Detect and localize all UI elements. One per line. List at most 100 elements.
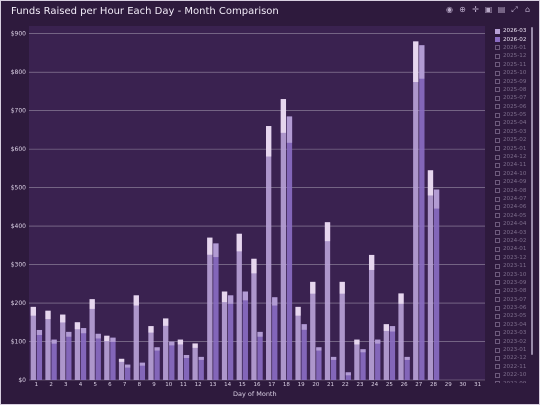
legend-label: 2025-04 — [503, 120, 527, 127]
legend-item[interactable]: 2025-03 — [495, 128, 535, 136]
bar-2026-02 — [375, 339, 381, 380]
legend-item[interactable]: 2024-09 — [495, 178, 535, 186]
legend-item[interactable]: 2022-09 — [495, 379, 535, 383]
legend-swatch — [495, 339, 500, 345]
bar-2026-03-top — [177, 339, 184, 345]
reset-icon[interactable]: ⌂ — [524, 5, 531, 14]
x-tick-label: 2 — [49, 382, 53, 388]
legend-item[interactable]: 2025-08 — [495, 86, 535, 94]
bar-2026-02 — [139, 362, 146, 380]
legend-swatch — [495, 238, 500, 244]
legend-label: 2023-09 — [503, 279, 527, 286]
pan-icon[interactable]: ✛ — [472, 5, 479, 14]
legend-label: 2024-11 — [503, 162, 527, 169]
x-tick-label: 12 — [195, 382, 202, 388]
legend-item[interactable]: 2025-10 — [495, 69, 535, 77]
legend-item[interactable]: 2025-12 — [495, 52, 535, 60]
legend-item[interactable]: 2023-02 — [495, 337, 535, 345]
legend[interactable]: 2026-03 2026-02 2026-01 2025-12 2025-11 2025-… — [495, 27, 535, 383]
legend-swatch — [495, 45, 500, 51]
legend-item[interactable]: 2026-01 — [495, 44, 535, 52]
x-tick-label: 30 — [459, 382, 466, 388]
legend-item[interactable]: 2023-12 — [495, 254, 535, 262]
legend-item[interactable]: 2024-03 — [495, 228, 535, 236]
x-tick-label: 17 — [268, 382, 275, 388]
legend-swatch — [495, 162, 500, 168]
legend-swatch — [495, 95, 500, 101]
modebar[interactable]: ◉ ⊕ ✛ ▣ ▤ ⤢ ⌂ — [445, 5, 532, 17]
legend-item[interactable]: 2023-06 — [495, 304, 535, 312]
x-tick-label: 13 — [209, 382, 216, 388]
legend-item[interactable]: 2022-12 — [495, 354, 535, 362]
legend-swatch — [495, 154, 500, 160]
legend-item[interactable]: 2025-05 — [495, 111, 535, 119]
legend-item[interactable]: 2026-03 — [495, 27, 535, 35]
legend-item[interactable]: 2025-06 — [495, 103, 535, 111]
bar-2026-03 — [383, 324, 389, 380]
legend-label: 2024-06 — [503, 204, 527, 211]
legend-item[interactable]: 2025-11 — [495, 61, 535, 69]
legend-item[interactable]: 2025-09 — [495, 77, 535, 85]
x-tick-label: 25 — [386, 382, 393, 388]
legend-swatch — [495, 313, 500, 319]
autoscale-icon[interactable]: ⤢ — [511, 5, 518, 14]
legend-item[interactable]: 2023-05 — [495, 312, 535, 320]
legend-label: 2025-06 — [503, 103, 527, 110]
bar-2026-03-top — [236, 233, 242, 252]
bar-2026-02-top — [169, 341, 175, 346]
legend-item[interactable]: 2023-11 — [495, 262, 535, 270]
legend-item[interactable]: 2023-01 — [495, 346, 535, 354]
zoom-icon[interactable]: ⊕ — [459, 5, 466, 14]
legend-label: 2023-07 — [503, 296, 527, 303]
zoom-in-icon[interactable]: ▣ — [484, 5, 493, 14]
legend-swatch — [495, 372, 500, 378]
legend-item[interactable]: 2024-10 — [495, 170, 535, 178]
bar-2026-02 — [66, 331, 72, 380]
zoom-out-icon[interactable]: ▤ — [497, 5, 506, 14]
legend-item[interactable]: 2025-02 — [495, 136, 535, 144]
legend-label: 2025-07 — [503, 95, 527, 102]
legend-scrollbar[interactable] — [531, 27, 533, 355]
bar-2026-02-top — [316, 347, 322, 351]
legend-item[interactable]: 2024-04 — [495, 220, 535, 228]
bar-2026-03 — [266, 126, 272, 380]
y-tick-label: $700 — [11, 108, 26, 115]
legend-item[interactable]: 2022-10 — [495, 371, 535, 379]
bar-2026-02 — [419, 45, 425, 380]
legend-item[interactable]: 2023-07 — [495, 296, 535, 304]
legend-item[interactable]: 2024-11 — [495, 161, 535, 169]
legend-item[interactable]: 2022-11 — [495, 363, 535, 371]
legend-item[interactable]: 2023-08 — [495, 287, 535, 295]
legend-item[interactable]: 2025-01 — [495, 144, 535, 152]
legend-item[interactable]: 2023-04 — [495, 321, 535, 329]
legend-item[interactable]: 2024-02 — [495, 237, 535, 245]
bar-2026-02-top — [66, 331, 72, 337]
legend-item[interactable]: 2026-02 — [495, 35, 535, 43]
legend-item[interactable]: 2024-08 — [495, 186, 535, 194]
legend-label: 2023-05 — [503, 313, 527, 320]
legend-item[interactable]: 2024-12 — [495, 153, 535, 161]
legend-swatch — [495, 129, 500, 135]
legend-item[interactable]: 2025-07 — [495, 94, 535, 102]
legend-swatch — [495, 37, 500, 43]
legend-swatch — [495, 188, 500, 194]
legend-item[interactable]: 2024-07 — [495, 195, 535, 203]
bar-2026-03 — [30, 306, 36, 380]
bar-2026-03-top — [60, 314, 66, 323]
legend-item[interactable]: 2023-10 — [495, 270, 535, 278]
legend-swatch — [495, 28, 500, 34]
legend-item[interactable]: 2023-09 — [495, 279, 535, 287]
legend-item[interactable]: 2024-01 — [495, 245, 535, 253]
bar-2026-02 — [301, 324, 307, 380]
legend-item[interactable]: 2025-04 — [495, 119, 535, 127]
legend-label: 2023-04 — [503, 321, 527, 328]
legend-item[interactable]: 2024-06 — [495, 203, 535, 211]
legend-item[interactable]: 2023-03 — [495, 329, 535, 337]
camera-icon[interactable]: ◉ — [446, 5, 453, 14]
x-tick-label: 9 — [152, 382, 156, 388]
bar-2026-03-top — [192, 343, 198, 348]
legend-swatch — [495, 230, 500, 236]
legend-item[interactable]: 2024-05 — [495, 212, 535, 220]
legend-swatch — [495, 196, 500, 202]
plot-area — [29, 26, 485, 380]
